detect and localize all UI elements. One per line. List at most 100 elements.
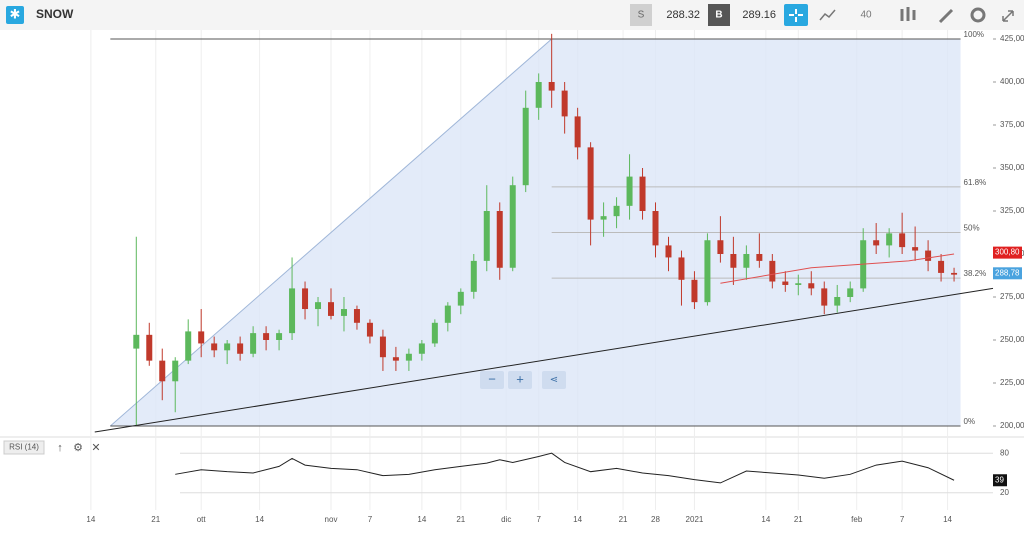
price-tag-label: 300,80 xyxy=(995,248,1020,257)
rsi-label-box xyxy=(3,440,45,455)
candle-body xyxy=(237,343,244,354)
crosshair-button[interactable] xyxy=(784,4,808,26)
candle-body xyxy=(821,288,828,306)
candle-body xyxy=(353,309,360,323)
candle-body xyxy=(159,360,166,382)
y-tick-label: 225,00 xyxy=(1000,378,1024,387)
candle-body xyxy=(392,357,399,361)
candle-body xyxy=(704,240,711,303)
fib-label: 61.8% xyxy=(964,178,987,187)
y-tick-label: 425,00 xyxy=(1000,34,1024,43)
rsi-tick-label: 80 xyxy=(1000,448,1009,457)
rsi-up[interactable]: ↑ xyxy=(57,442,63,454)
candle-body xyxy=(146,334,153,361)
candle-body xyxy=(782,281,789,285)
logo-icon: ✱ xyxy=(10,6,21,21)
rsi-current-tag xyxy=(993,474,1007,487)
candle-body xyxy=(340,309,347,316)
y-tick-label: 200,00 xyxy=(1000,421,1024,430)
candle-body xyxy=(224,343,231,351)
candle-body xyxy=(756,254,763,261)
draw-button[interactable] xyxy=(938,8,954,24)
x-tick-label: 14 xyxy=(255,515,264,524)
moving-average xyxy=(720,253,955,284)
candle-body xyxy=(925,250,932,261)
settings-button[interactable] xyxy=(970,7,986,23)
x-tick-label: dic xyxy=(501,515,511,524)
x-tick-label: ott xyxy=(197,515,207,524)
x-tick-label: 7 xyxy=(368,515,373,524)
fullscreen-button[interactable] xyxy=(1002,10,1014,22)
candle-body xyxy=(938,260,945,273)
candle-body xyxy=(315,302,322,310)
candle-body xyxy=(379,336,386,358)
x-tick-label: 28 xyxy=(651,515,660,524)
candle-body xyxy=(522,107,529,186)
candle-body xyxy=(470,260,477,292)
candle-body xyxy=(691,279,698,303)
candle-body xyxy=(302,288,309,310)
candle-body xyxy=(808,283,815,289)
candle-type-button[interactable] xyxy=(900,7,916,21)
price-tag xyxy=(993,267,1022,280)
candle-body xyxy=(483,211,490,261)
candle-body xyxy=(743,254,750,268)
zoom-out[interactable] xyxy=(480,371,504,389)
logo xyxy=(6,6,24,24)
candle-body xyxy=(289,288,296,334)
candle-body xyxy=(263,333,270,340)
x-tick-label: 14 xyxy=(761,515,770,524)
candle-body xyxy=(769,260,776,282)
candle-body xyxy=(548,82,555,91)
candle-body xyxy=(652,211,659,246)
candle-body xyxy=(951,272,958,275)
fib-label: 50% xyxy=(964,224,980,233)
candle-body xyxy=(717,240,724,254)
x-tick-label: 7 xyxy=(536,515,541,524)
rsi-settings[interactable]: ⚙ xyxy=(73,442,83,454)
candle-body xyxy=(639,176,646,211)
x-tick-label: nov xyxy=(325,515,338,524)
candle-body xyxy=(600,216,607,220)
candle-body xyxy=(587,147,594,220)
buy-button[interactable] xyxy=(708,4,730,26)
share[interactable] xyxy=(542,371,566,389)
candle-body xyxy=(185,331,192,361)
candle-body xyxy=(912,247,919,251)
candle-body xyxy=(431,322,438,344)
sell-button[interactable] xyxy=(630,4,652,26)
zoom-in-icon: + xyxy=(516,371,524,386)
rsi-close[interactable]: ✕ xyxy=(91,442,100,454)
rsi-title: RSI (14) xyxy=(9,443,39,452)
fib-area xyxy=(110,39,961,426)
x-tick-label: 21 xyxy=(151,515,160,524)
line-type-button[interactable] xyxy=(819,9,836,21)
zoom-controls: − + ⋖ xyxy=(480,371,566,389)
price-tag-label: 288,78 xyxy=(995,268,1020,277)
x-tick-label: 21 xyxy=(794,515,803,524)
candle-body xyxy=(457,291,464,306)
rsi-current-label: 39 xyxy=(995,475,1004,484)
y-tick-label: 400,00 xyxy=(1000,77,1024,86)
rsi-line xyxy=(175,452,955,484)
x-tick-label: 14 xyxy=(86,515,95,524)
candle-body xyxy=(899,233,906,248)
interval-button[interactable]: 40 xyxy=(860,10,872,21)
candle-body xyxy=(834,297,841,306)
candle-body xyxy=(561,90,568,117)
y-tick-label: 375,00 xyxy=(1000,120,1024,129)
x-tick-label: feb xyxy=(851,515,863,524)
zoom-in[interactable] xyxy=(508,371,532,389)
candle-body xyxy=(886,233,893,246)
buy-label: B xyxy=(715,10,722,21)
candle-body xyxy=(496,211,503,268)
candle-body xyxy=(211,343,218,351)
x-tick-label: 7 xyxy=(900,515,905,524)
trendline xyxy=(94,287,994,433)
candle-body xyxy=(418,343,425,354)
candle-body xyxy=(613,205,620,217)
candle-body xyxy=(730,254,737,268)
candle-body xyxy=(328,302,334,316)
y-tick-label: 250,00 xyxy=(1000,335,1024,344)
